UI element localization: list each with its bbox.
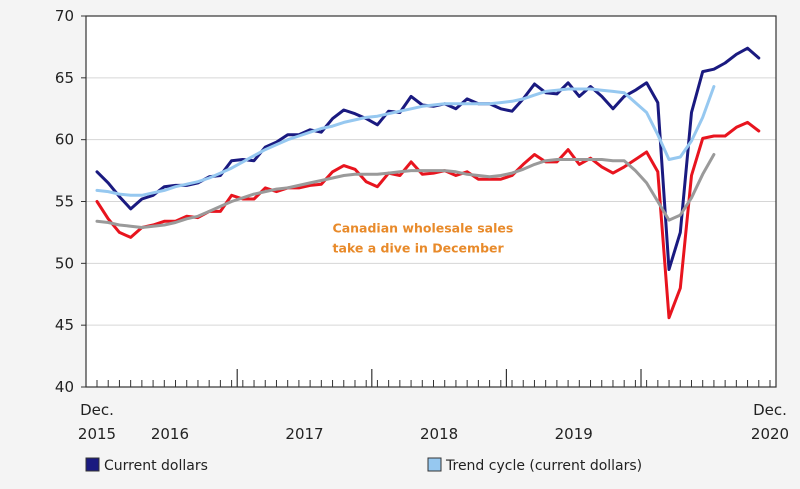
annotation-line: take a dive in December	[333, 240, 505, 255]
series-lines	[95, 46, 761, 320]
x-tick-label-line: 2018	[420, 425, 458, 443]
series-line-trend-cycle-current-dollars	[95, 85, 716, 197]
y-tick-label: 50	[55, 254, 74, 272]
plot-frame	[85, 15, 777, 388]
legend-swatch	[427, 457, 442, 472]
y-tick-label: 65	[55, 69, 74, 87]
y-tick-label: 45	[55, 316, 74, 334]
legend-label: Trend cycle (current dollars)	[445, 458, 642, 474]
y-tick-label: 70	[55, 7, 74, 25]
y-tick-label: 60	[55, 131, 74, 149]
legend-label: Current dollars	[104, 458, 208, 474]
y-tick-label: 40	[55, 378, 74, 396]
y-tick-label: 55	[55, 193, 74, 211]
x-tick-label-line: 2016	[151, 425, 189, 443]
legend-swatch	[85, 457, 100, 472]
x-tick-label: Dec. 2020	[751, 401, 789, 443]
axes: 40 45 50 55 60 65 70 Dec. 2015 2016 2017 2018 2019 De…	[55, 7, 789, 443]
x-tick-label: 2018	[420, 425, 458, 443]
x-tick-label-line: 2017	[285, 425, 323, 443]
annotation-text: Canadian wholesale sales take a dive in D…	[333, 220, 514, 255]
x-tick-label-line: 2015	[78, 425, 116, 443]
annotation-line: Canadian wholesale sales	[333, 220, 514, 235]
x-tick-label-line: Dec.	[753, 401, 787, 419]
series-line-trend-cycle-constant-dollars	[95, 153, 716, 229]
x-tick-label: 2017	[285, 425, 323, 443]
x-tick-label-line: 2019	[555, 425, 593, 443]
x-tick-label-line: Dec.	[80, 401, 114, 419]
legend: Current dollars Trend cycle (current doll…	[85, 457, 642, 474]
x-tick-label: 2016	[151, 425, 189, 443]
x-tick-label-line: 2020	[751, 425, 789, 443]
x-tick-label: Dec. 2015	[78, 401, 116, 443]
x-tick-label: 2019	[555, 425, 593, 443]
annotation: Canadian wholesale sales take a dive in D…	[333, 220, 514, 255]
